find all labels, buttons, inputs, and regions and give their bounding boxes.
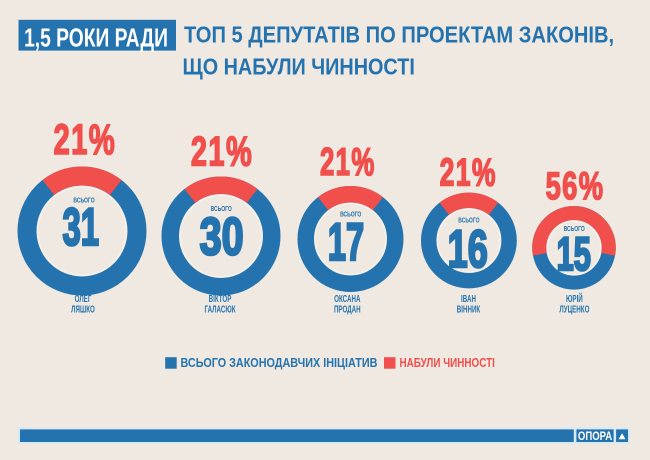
svg-text:ГАЛАСЮК: ГАЛАСЮК: [204, 303, 236, 315]
svg-text:30: 30: [200, 207, 244, 266]
svg-text:16: 16: [448, 219, 488, 279]
svg-text:ТОП 5 ДЕПУТАТІВ ПО ПРОЕКТАМ ЗА: ТОП 5 ДЕПУТАТІВ ПО ПРОЕКТАМ ЗАКОНІВ,: [184, 21, 614, 48]
svg-text:ОЛЕГ: ОЛЕГ: [75, 293, 92, 305]
svg-text:ВСЬОГО: ВСЬОГО: [73, 198, 94, 205]
svg-text:17: 17: [328, 213, 364, 272]
svg-text:ІВАН: ІВАН: [461, 293, 476, 305]
svg-text:21%: 21%: [440, 152, 497, 195]
svg-text:ВСЬОГО ЗАКОНОДАВЧИХ ІНІЦІАТИВ: ВСЬОГО ЗАКОНОДАВЧИХ ІНІЦІАТИВ: [181, 355, 378, 370]
svg-text:31: 31: [63, 198, 100, 257]
svg-text:21%: 21%: [53, 115, 116, 163]
svg-text:ВСЬОГО: ВСЬОГО: [340, 212, 361, 219]
svg-text:ПРОДАН: ПРОДАН: [334, 303, 361, 315]
svg-text:НАБУЛИ ЧИННОСТІ: НАБУЛИ ЧИННОСТІ: [400, 357, 495, 370]
svg-text:ВСЬОГО: ВСЬОГО: [458, 218, 479, 225]
svg-text:ЮРІЙ: ЮРІЙ: [566, 291, 583, 304]
svg-text:15: 15: [557, 229, 591, 281]
svg-text:56%: 56%: [546, 165, 605, 208]
svg-text:21%: 21%: [191, 128, 253, 174]
svg-text:ВСЬОГО: ВСЬОГО: [211, 207, 232, 214]
svg-text:ЛУЦЕНКО: ЛУЦЕНКО: [559, 303, 589, 315]
svg-text:ЩО НАБУЛИ ЧИННОСТІ: ЩО НАБУЛИ ЧИННОСТІ: [183, 54, 415, 80]
svg-text:ЛЯШКО: ЛЯШКО: [71, 303, 95, 315]
svg-text:1,5 РОКИ РАДИ: 1,5 РОКИ РАДИ: [24, 23, 168, 52]
svg-text:21%: 21%: [320, 141, 376, 185]
svg-text:ОКСАНА: ОКСАНА: [334, 293, 360, 305]
svg-text:ВСЬОГО: ВСЬОГО: [564, 226, 585, 233]
svg-text:ВІННИК: ВІННИК: [457, 303, 481, 315]
svg-text:ОПОРА: ОПОРА: [578, 430, 613, 443]
svg-text:ВІКТОР: ВІКТОР: [209, 293, 232, 305]
